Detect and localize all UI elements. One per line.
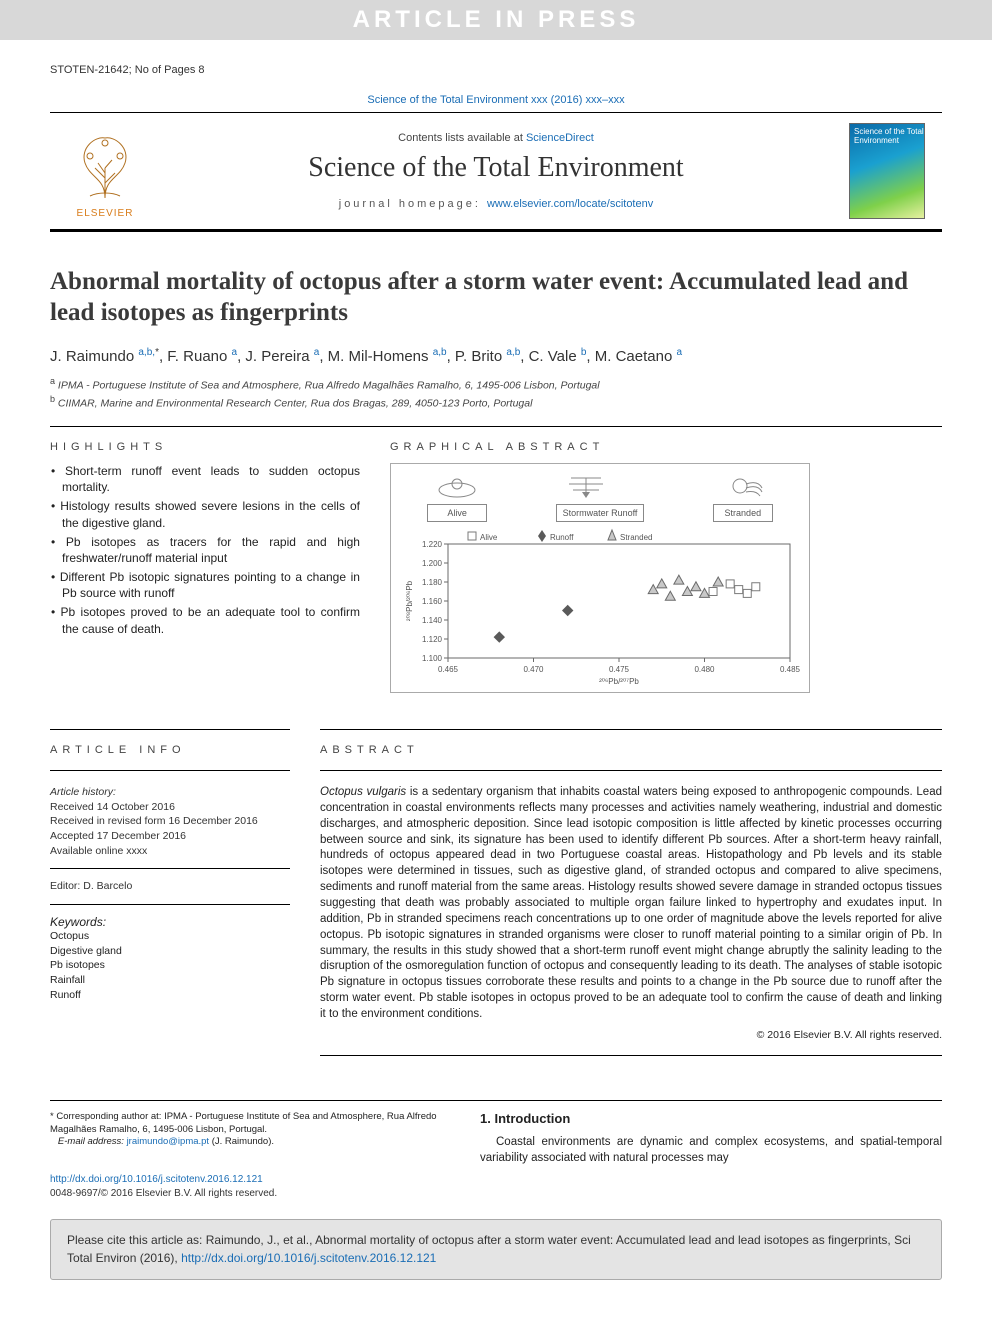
- journal-header-box: ELSEVIER Contents lists available at Sci…: [50, 112, 942, 232]
- article-history-block: Article history: Received 14 October 201…: [50, 785, 290, 869]
- ga-icon-2: [713, 470, 773, 504]
- svg-text:²⁰⁶Pb/²⁰⁷Pb: ²⁰⁶Pb/²⁰⁷Pb: [599, 677, 639, 686]
- ga-label-1: Stormwater Runoff: [556, 504, 645, 522]
- contents-available-line: Contents lists available at ScienceDirec…: [148, 132, 844, 144]
- svg-text:0.465: 0.465: [438, 665, 459, 674]
- journal-homepage-line: journal homepage: www.elsevier.com/locat…: [148, 198, 844, 210]
- svg-text:1.120: 1.120: [422, 635, 443, 644]
- copyright-line: © 2016 Elsevier B.V. All rights reserved…: [320, 1029, 942, 1041]
- sciencedirect-link[interactable]: ScienceDirect: [526, 132, 594, 144]
- svg-text:1.140: 1.140: [422, 616, 443, 625]
- svg-text:1.200: 1.200: [422, 559, 443, 568]
- introduction-text: Coastal environments are dynamic and com…: [480, 1134, 942, 1166]
- editor-block: Editor: D. Barcelo: [50, 879, 290, 905]
- highlight-item: Histology results showed severe lesions …: [50, 498, 360, 530]
- corresponding-email-link[interactable]: jraimundo@ipma.pt: [127, 1136, 210, 1147]
- highlight-item: Different Pb isotopic signatures pointin…: [50, 569, 360, 601]
- journal-homepage-link[interactable]: www.elsevier.com/locate/scitotenv: [487, 198, 653, 210]
- ga-label-2: Stranded: [713, 504, 773, 522]
- citation-box: Please cite this article as: Raimundo, J…: [50, 1219, 942, 1280]
- highlights-heading: HIGHLIGHTS: [50, 441, 360, 453]
- article-in-press-banner: ARTICLE IN PRESS: [0, 0, 992, 40]
- journal-cover-thumbnail: Science of the Total Environment: [844, 123, 930, 219]
- highlight-item: Short-term runoff event leads to sudden …: [50, 463, 360, 495]
- citation-doi-link[interactable]: http://dx.doi.org/10.1016/j.scitotenv.20…: [181, 1251, 436, 1265]
- highlight-item: Pb isotopes proved to be an adequate too…: [50, 604, 360, 636]
- svg-text:1.160: 1.160: [422, 597, 443, 606]
- ga-label-0: Alive: [427, 504, 487, 522]
- publisher-brand-text: ELSEVIER: [77, 208, 134, 219]
- document-id: STOTEN-21642; No of Pages 8: [50, 64, 942, 76]
- article-info-heading: ARTICLE INFO: [50, 744, 290, 756]
- svg-text:1.180: 1.180: [422, 578, 443, 587]
- abstract-heading: ABSTRACT: [320, 744, 942, 756]
- article-title: Abnormal mortality of octopus after a st…: [50, 266, 942, 329]
- svg-text:0.485: 0.485: [780, 665, 800, 674]
- highlights-list: Short-term runoff event leads to sudden …: [50, 463, 360, 637]
- highlight-item: Pb isotopes as tracers for the rapid and…: [50, 534, 360, 566]
- divider: [50, 426, 942, 427]
- svg-text:Alive: Alive: [480, 533, 498, 542]
- svg-text:0.480: 0.480: [694, 665, 715, 674]
- svg-text:0.470: 0.470: [523, 665, 544, 674]
- svg-text:0.475: 0.475: [609, 665, 630, 674]
- svg-text:Runoff: Runoff: [550, 533, 574, 542]
- svg-text:²⁰⁸Pb/²⁰⁶Pb: ²⁰⁸Pb/²⁰⁶Pb: [405, 580, 414, 621]
- svg-text:1.220: 1.220: [422, 540, 443, 549]
- corresponding-author-note: * Corresponding author at: IPMA - Portug…: [50, 1111, 450, 1149]
- journal-reference-line: Science of the Total Environment xxx (20…: [50, 94, 942, 106]
- doi-link[interactable]: http://dx.doi.org/10.1016/j.scitotenv.20…: [50, 1174, 263, 1185]
- author-list: J. Raimundo a,b,*, F. Ruano a, J. Pereir…: [50, 347, 942, 365]
- svg-text:1.100: 1.100: [422, 654, 443, 663]
- abstract-text: Octopus vulgaris is a sedentary organism…: [320, 785, 942, 1023]
- svg-text:Stranded: Stranded: [620, 533, 652, 542]
- isotope-scatter-chart: 1.100 1.120 1.140 1.160 1.180 1.200 1.220 0.465…: [400, 526, 800, 686]
- publisher-logo: ELSEVIER: [62, 123, 148, 219]
- elsevier-tree-icon: [70, 128, 140, 206]
- ga-icon-0: [427, 470, 487, 504]
- keywords-block: Keywords: OctopusDigestive glandPb isoto…: [50, 915, 290, 1002]
- doi-block: http://dx.doi.org/10.1016/j.scitotenv.20…: [50, 1173, 450, 1201]
- graphical-abstract-heading: GRAPHICAL ABSTRACT: [390, 441, 942, 453]
- journal-title: Science of the Total Environment: [148, 152, 844, 184]
- affiliation-list: a IPMA - Portuguese Institute of Sea and…: [50, 375, 942, 412]
- graphical-abstract: Alive Stormwater Runoff Stranded 1.100 1.12…: [390, 463, 810, 693]
- ga-icon-1: [556, 470, 616, 504]
- introduction-heading: 1. Introduction: [480, 1111, 942, 1126]
